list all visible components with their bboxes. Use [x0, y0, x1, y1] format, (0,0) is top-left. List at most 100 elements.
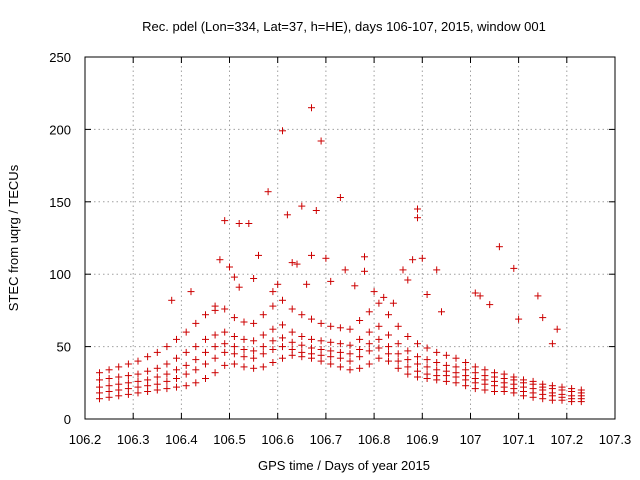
- data-point: [105, 375, 113, 382]
- data-point: [317, 137, 325, 145]
- data-point: [192, 343, 200, 351]
- y-tick-label: 0: [64, 412, 71, 427]
- data-point: [221, 348, 229, 356]
- data-point: [240, 346, 248, 353]
- data-point: [153, 373, 161, 381]
- data-point: [288, 259, 296, 267]
- data-point: [274, 280, 282, 288]
- data-point: [288, 305, 296, 313]
- data-point: [322, 254, 330, 262]
- data-point: [308, 104, 315, 112]
- data-point: [423, 370, 431, 378]
- data-point: [394, 350, 402, 358]
- data-point: [356, 317, 364, 324]
- data-point: [202, 348, 209, 356]
- data-point: [341, 266, 349, 274]
- data-point: [221, 328, 229, 336]
- data-point: [423, 344, 431, 352]
- data-point: [163, 360, 171, 368]
- data-point: [173, 366, 180, 374]
- data-point: [365, 328, 373, 336]
- data-point: [202, 311, 209, 319]
- data-point: [500, 370, 508, 378]
- data-point: [539, 314, 547, 322]
- data-point: [515, 315, 523, 323]
- x-tick-label: 107: [460, 432, 482, 447]
- data-point: [192, 356, 200, 364]
- data-point: [153, 380, 161, 388]
- data-point: [298, 311, 306, 319]
- data-point: [235, 220, 243, 227]
- data-point: [491, 369, 498, 377]
- data-point: [539, 380, 547, 388]
- data-point: [279, 343, 286, 351]
- data-point: [452, 354, 460, 362]
- data-point: [269, 346, 277, 353]
- data-point: [365, 347, 373, 355]
- data-point: [471, 289, 479, 297]
- y-tick-labels: 0 50 100 150 200 250: [49, 50, 71, 427]
- data-point: [471, 363, 479, 371]
- data-point: [211, 331, 219, 339]
- data-point: [211, 302, 219, 310]
- data-point: [230, 273, 238, 281]
- data-point: [216, 256, 224, 264]
- data-point: [568, 385, 576, 393]
- data-point: [221, 305, 229, 313]
- data-point: [240, 353, 248, 361]
- data-point: [510, 373, 518, 381]
- data-point: [279, 354, 286, 362]
- data-point: [433, 359, 441, 366]
- data-point: [327, 322, 335, 330]
- data-point: [269, 302, 277, 310]
- data-point: [317, 337, 325, 345]
- data-point: [327, 360, 335, 368]
- data-point: [230, 360, 238, 368]
- data-point: [303, 280, 311, 288]
- data-point: [240, 363, 248, 371]
- data-point: [173, 335, 180, 343]
- data-point: [385, 331, 392, 339]
- chart-title: Rec. pdel (Lon=334, Lat=37, h=HE), days …: [142, 19, 546, 34]
- data-point: [269, 288, 277, 296]
- data-point: [269, 359, 277, 366]
- data-point: [235, 283, 243, 291]
- data-point: [211, 354, 219, 362]
- data-point: [250, 319, 258, 327]
- data-point: [293, 260, 301, 268]
- data-point: [288, 328, 296, 336]
- data-point: [365, 360, 373, 368]
- data-point: [288, 338, 296, 346]
- data-point: [394, 357, 402, 365]
- data-point: [96, 383, 103, 391]
- data-point: [327, 277, 335, 285]
- data-point: [279, 127, 286, 135]
- data-point: [269, 337, 277, 345]
- axis-ticks: [84, 56, 616, 420]
- data-point: [418, 254, 426, 262]
- grid-lines: [85, 57, 615, 419]
- data-point: [288, 346, 296, 353]
- data-point: [264, 188, 272, 196]
- data-point: [255, 251, 262, 259]
- y-tick-label: 250: [49, 50, 71, 65]
- data-point: [414, 340, 421, 348]
- data-point: [192, 366, 200, 374]
- data-point: [346, 357, 354, 365]
- data-point: [134, 370, 142, 378]
- data-point: [144, 376, 152, 384]
- data-point: [336, 348, 344, 356]
- data-point: [202, 375, 209, 382]
- data-point: [414, 367, 421, 375]
- data-point: [134, 377, 142, 385]
- data-points: [96, 104, 585, 406]
- y-tick-label: 150: [49, 195, 71, 210]
- data-point: [202, 335, 209, 343]
- data-point: [380, 293, 388, 301]
- y-axis-label: STEC from uqrg / TECUs: [6, 164, 21, 311]
- data-point: [168, 296, 176, 304]
- data-point: [221, 340, 229, 348]
- data-point: [394, 364, 402, 372]
- data-point: [182, 328, 190, 336]
